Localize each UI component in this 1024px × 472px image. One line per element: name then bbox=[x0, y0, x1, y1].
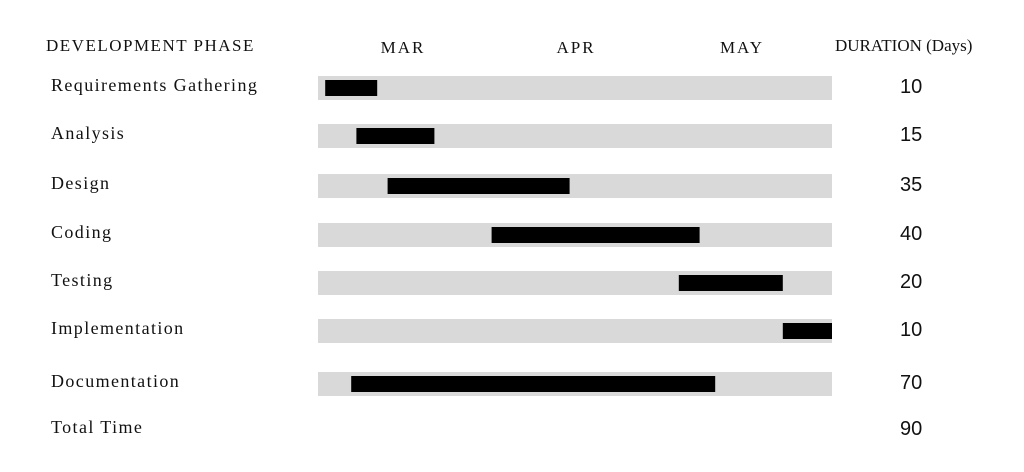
phase-bar bbox=[678, 275, 783, 291]
phase-duration-value: 70 bbox=[900, 372, 923, 394]
phase-duration-value: 15 bbox=[900, 124, 923, 146]
phase-bar bbox=[491, 227, 700, 243]
phase-label: Design bbox=[51, 173, 111, 193]
phase-bar bbox=[351, 376, 716, 392]
month-label-may: MAY bbox=[719, 38, 765, 57]
total-time-label: Total Time bbox=[51, 417, 144, 437]
month-label-apr: APR bbox=[556, 38, 596, 57]
phase-label: Requirements Gathering bbox=[51, 75, 259, 95]
phase-label: Implementation bbox=[51, 318, 185, 338]
phase-label: Coding bbox=[51, 222, 113, 242]
month-label-mar: MAR bbox=[380, 38, 426, 57]
phase-duration-value: 20 bbox=[900, 271, 923, 293]
phase-label: Documentation bbox=[51, 371, 181, 391]
phase-track bbox=[318, 76, 832, 100]
duration-column-header: DURATION (Days) bbox=[835, 36, 973, 55]
phase-label: Analysis bbox=[51, 123, 126, 143]
phase-bar bbox=[387, 178, 570, 194]
phase-bar bbox=[325, 80, 378, 96]
phase-track bbox=[318, 319, 832, 343]
phase-column-header: DEVELOPMENT PHASE bbox=[46, 36, 255, 55]
phase-duration-value: 10 bbox=[900, 319, 923, 341]
phase-duration-value: 35 bbox=[900, 174, 923, 196]
phase-bar bbox=[782, 323, 832, 339]
total-time-value: 90 bbox=[900, 418, 923, 440]
phase-duration-value: 10 bbox=[900, 76, 923, 98]
phase-bar bbox=[356, 128, 435, 144]
phase-duration-value: 40 bbox=[900, 223, 923, 245]
phase-label: Testing bbox=[51, 270, 114, 290]
